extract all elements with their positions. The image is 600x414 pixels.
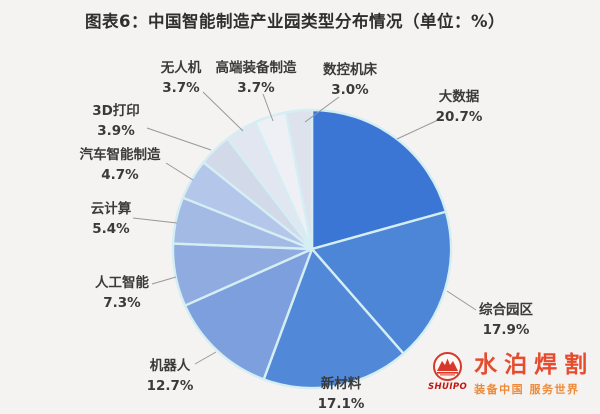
slice-label-7: 3D打印 3.9% <box>92 101 140 141</box>
slice-label-name: 大数据 <box>438 89 480 105</box>
slice-label-value: 17.1% <box>317 396 365 412</box>
logo-icon-column: SHUIPO <box>428 352 467 392</box>
brand-tagline: 装备中国 服务世界 <box>474 383 580 396</box>
slice-label-3: 机器人 12.7% <box>147 356 194 396</box>
brand-text-column: 水泊焊割 装备中国 服务世界 <box>474 352 594 397</box>
leader-line-5 <box>132 217 178 224</box>
slice-label-0: 大数据 20.7% <box>436 87 483 127</box>
slice-label-10: 数控机床 3.0% <box>323 60 377 100</box>
slice-label-name: 机器人 <box>149 358 191 374</box>
leader-line-6 <box>165 162 194 181</box>
slice-label-name: 新材料 <box>320 376 362 392</box>
leader-line-3 <box>194 351 217 365</box>
pie-slice-2 <box>262 247 405 390</box>
slice-label-name: 数控机床 <box>323 62 377 78</box>
slice-label-name: 综合园区 <box>479 302 533 318</box>
pie-slice-3 <box>183 247 314 381</box>
slice-label-value: 3.0% <box>331 82 369 98</box>
slice-label-6: 汽车智能制造 4.7% <box>80 145 161 185</box>
brand-logo: SHUIPO 水泊焊割 装备中国 服务世界 <box>428 352 594 397</box>
slice-label-name: 人工智能 <box>95 275 149 291</box>
slice-label-value: 20.7% <box>435 109 483 125</box>
slice-label-value: 5.4% <box>92 221 130 237</box>
slice-label-4: 人工智能 7.3% <box>95 273 149 313</box>
slice-label-name: 汽车智能制造 <box>79 147 161 163</box>
slice-label-5: 云计算 5.4% <box>91 199 132 239</box>
slice-label-value: 12.7% <box>146 378 194 394</box>
mountain-icon <box>437 358 459 375</box>
slice-label-1: 综合园区 17.9% <box>479 300 533 340</box>
slice-label-value: 17.9% <box>482 322 530 338</box>
slice-label-2: 新材料 17.1% <box>318 374 365 414</box>
leader-line-1 <box>446 290 477 311</box>
brand-latin-text: SHUIPO <box>428 382 468 392</box>
leader-line-0 <box>396 119 439 140</box>
slice-label-name: 3D打印 <box>92 103 140 119</box>
leader-line-10 <box>304 96 340 123</box>
pie-slice-0 <box>310 108 448 251</box>
leader-line-7 <box>146 127 212 151</box>
chart-title: 图表6：中国智能制造产业园类型分布情况（单位：%） <box>84 12 505 31</box>
slice-label-9: 高端装备制造 3.7% <box>216 58 297 98</box>
slice-label-value: 3.7% <box>162 80 200 96</box>
leader-line-9 <box>262 93 274 122</box>
slice-label-value: 3.7% <box>237 80 275 96</box>
slice-label-value: 7.3% <box>103 295 141 311</box>
pie-slice-10 <box>284 108 314 251</box>
slice-label-8: 无人机 3.7% <box>161 58 202 98</box>
slice-label-name: 无人机 <box>160 60 202 76</box>
slice-label-name: 高端装备制造 <box>215 60 297 76</box>
pie-slice-1 <box>310 210 453 355</box>
leader-line-8 <box>202 91 244 132</box>
slice-label-value: 4.7% <box>101 167 139 183</box>
mountain-seal-icon <box>433 352 463 381</box>
slice-label-value: 3.9% <box>97 123 135 139</box>
brand-name: 水泊焊割 <box>474 352 595 378</box>
leader-line-4 <box>151 276 177 285</box>
slice-label-name: 云计算 <box>90 201 132 217</box>
